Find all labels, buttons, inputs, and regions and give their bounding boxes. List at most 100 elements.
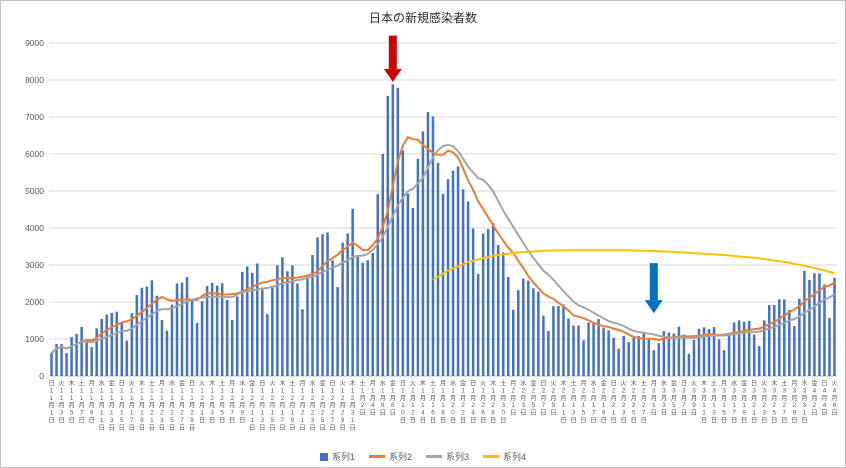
legend-label-series3: 系列3 bbox=[446, 452, 470, 462]
legend-item-series1: 系列1 bbox=[319, 450, 355, 463]
line-series-4 bbox=[432, 249, 835, 281]
legend-label-series4: 系列4 bbox=[503, 452, 527, 462]
svg-text:8000: 8000 bbox=[25, 75, 44, 85]
svg-text:1000: 1000 bbox=[25, 334, 44, 344]
legend-marker-1 bbox=[319, 452, 328, 461]
red-arrow-annotation bbox=[383, 35, 402, 82]
svg-text:2000: 2000 bbox=[25, 297, 44, 307]
legend-marker-3 bbox=[426, 455, 442, 458]
chart-legend: 系列1 系列2 系列3 系列4 bbox=[1, 450, 845, 463]
line-series-3 bbox=[50, 143, 836, 355]
bars-series-1 bbox=[50, 84, 836, 377]
svg-text:4000: 4000 bbox=[25, 223, 44, 233]
y-axis-labels: 0 1000 2000 3000 4000 5000 6000 7000 8000 9000 bbox=[25, 38, 44, 381]
legend-item-series4: 系列4 bbox=[483, 450, 526, 463]
legend-marker-2 bbox=[368, 455, 385, 458]
legend-label-series2: 系列2 bbox=[388, 452, 412, 462]
svg-text:9000: 9000 bbox=[25, 38, 44, 48]
legend-item-series2: 系列2 bbox=[368, 450, 412, 463]
svg-text:5000: 5000 bbox=[25, 186, 44, 196]
svg-text:3000: 3000 bbox=[25, 260, 44, 270]
svg-text:0: 0 bbox=[39, 371, 44, 381]
svg-text:7000: 7000 bbox=[25, 112, 44, 122]
chart-title: 日本の新規感染者数 bbox=[368, 11, 477, 25]
legend-marker-4 bbox=[483, 455, 500, 458]
x-axis-labels: 日 1 1 月 1 日火 1 1 月 3 日木 1 1 月 5 日土 1 1 月 7 日月 1 1 月 9 日水 1 1 月 1 1 日金 1 1… bbox=[48, 378, 838, 431]
svg-text:6000: 6000 bbox=[25, 149, 44, 159]
